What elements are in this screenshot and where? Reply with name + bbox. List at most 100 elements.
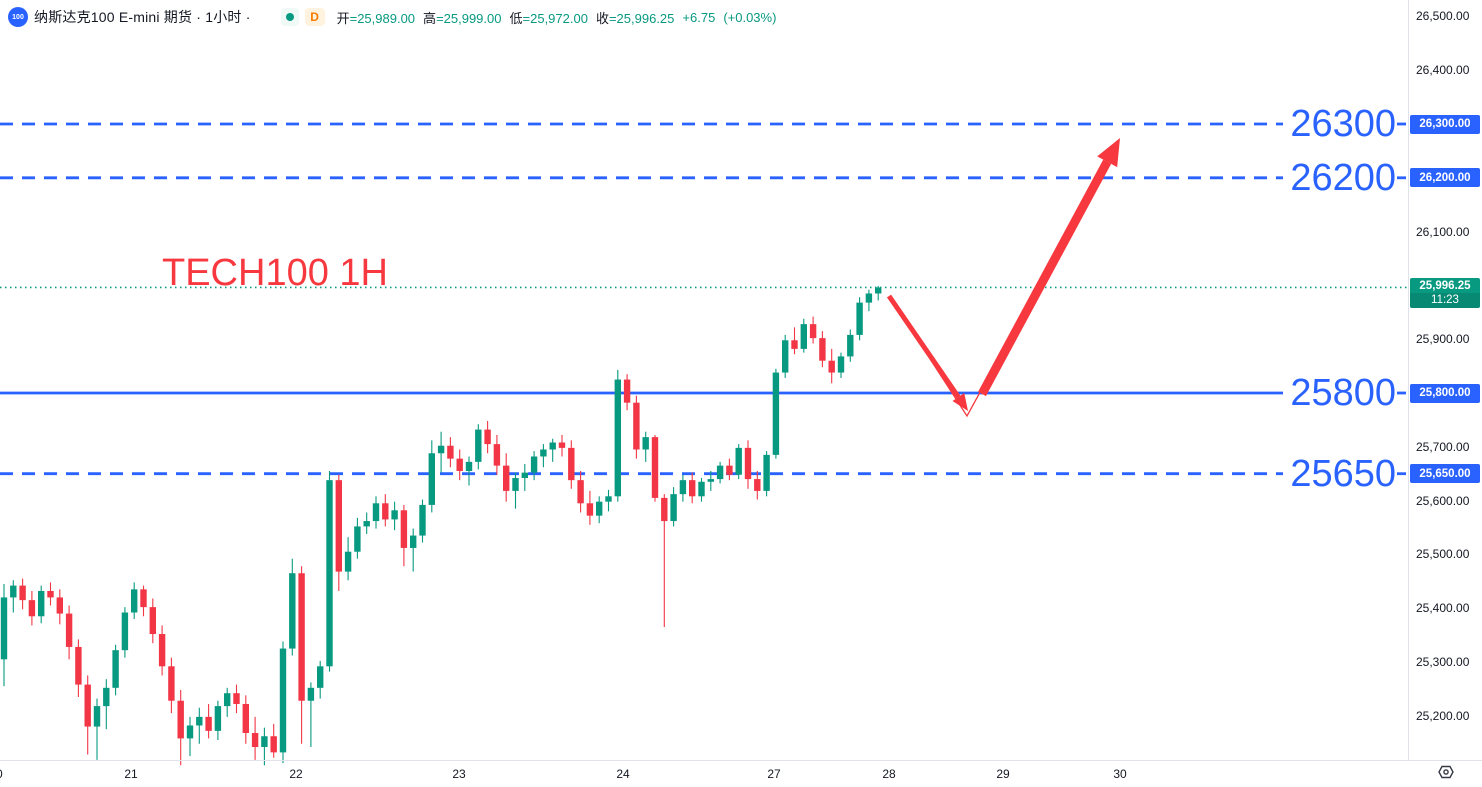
- candle-body: [177, 700, 184, 739]
- candle-body: [512, 478, 519, 491]
- candle-body: [437, 445, 445, 454]
- candle-body: [131, 589, 138, 613]
- candle-body: [744, 447, 752, 480]
- candle-body: [503, 465, 510, 491]
- candle-body: [419, 504, 426, 536]
- candle-body: [270, 736, 277, 753]
- close-label: 收: [595, 10, 609, 26]
- candle-body: [326, 480, 333, 667]
- price-tick-26400: 26,400.00: [1416, 63, 1470, 78]
- low-value: =25,972.00: [522, 10, 588, 26]
- candle-body: [354, 526, 361, 552]
- price-tick-26500: 26,500.00: [1416, 9, 1470, 24]
- candle-body: [856, 302, 863, 335]
- candle-body: [196, 716, 203, 726]
- level-axis-badge-25650: 25,650.00: [1410, 464, 1480, 484]
- candle-body: [75, 646, 82, 685]
- delayed-data-badge[interactable]: D: [304, 8, 325, 26]
- price-tick-25300: 25,300.00: [1416, 655, 1470, 669]
- candle-body: [158, 634, 166, 667]
- candle-body: [447, 445, 454, 459]
- candle-body: [716, 465, 724, 480]
- level-label-26300[interactable]: 26300: [1290, 103, 1396, 145]
- candle-body: [149, 607, 156, 635]
- candle-body: [530, 456, 538, 473]
- high-value: =25,999.00: [436, 10, 502, 26]
- candle-body: [819, 338, 826, 361]
- candle-body: [865, 293, 873, 303]
- candle-body: [168, 666, 175, 701]
- low-label: 低: [509, 10, 523, 26]
- candle-body: [782, 340, 789, 373]
- candle-body: [549, 442, 556, 450]
- forecast-arrows[interactable]: [886, 138, 1120, 418]
- candle-body: [0, 597, 8, 660]
- price-axis[interactable]: 26,500.00 26,400.00 26,100.00 25,900.00 25,7…: [1408, 0, 1482, 760]
- candle-body: [670, 494, 677, 522]
- down-arrow-shaft[interactable]: [886, 294, 961, 399]
- candle-body: [391, 510, 398, 520]
- candle-body: [261, 736, 268, 748]
- candle-body: [112, 650, 119, 688]
- candle-body: [242, 703, 249, 734]
- level-label-25800[interactable]: 25800: [1290, 372, 1396, 414]
- candle-body: [344, 551, 352, 572]
- price-scale-settings-icon[interactable]: [1437, 763, 1455, 781]
- candle-body: [735, 447, 742, 475]
- level-axis-badge-26300: 26,300.00: [1410, 114, 1480, 134]
- candle-body: [763, 454, 770, 491]
- annotation-text-tech100[interactable]: TECH100 1H: [162, 252, 388, 294]
- candle-body: [847, 334, 854, 357]
- candle-body: [186, 725, 194, 739]
- candle-body: [28, 600, 36, 617]
- candle-body: [558, 442, 566, 448]
- ohlc-readout: 开=25,989.00 高=25,999.00 低=25,972.00 收=25…: [337, 8, 777, 27]
- candle-body: [596, 501, 603, 516]
- candle-body: [614, 379, 621, 497]
- candle-body: [651, 437, 659, 498]
- candle-body: [428, 453, 435, 505]
- candle-body: [121, 612, 129, 651]
- candle-body: [484, 429, 491, 445]
- candle-body: [623, 379, 631, 403]
- level-axis-badge-26200: 26,200.00: [1410, 168, 1480, 188]
- level-label-25650[interactable]: 25650: [1290, 452, 1396, 495]
- candle-body: [298, 573, 305, 701]
- price-tick-25900: 25,900.00: [1416, 332, 1470, 347]
- level-label-26200[interactable]: 26200: [1290, 156, 1396, 199]
- candle-body: [707, 479, 714, 482]
- change-percent: (+0.03%): [723, 9, 777, 25]
- key-level-lines[interactable]: [0, 122, 1406, 476]
- candle-body: [791, 340, 798, 349]
- symbol-logo-icon[interactable]: 100: [8, 7, 28, 27]
- time-tick-22: 22: [289, 767, 303, 781]
- symbol-title[interactable]: 纳斯达克100 E-mini 期货 · 1小时 ·: [34, 9, 251, 25]
- level-axis-badge-25800: 25,800.00: [1410, 383, 1480, 403]
- up-arrow-shaft[interactable]: [978, 159, 1112, 397]
- candle-body: [38, 590, 45, 617]
- candle-body: [475, 429, 482, 462]
- time-tick-20: 20: [0, 767, 3, 781]
- candle-body: [772, 372, 780, 455]
- candle-body: [363, 521, 370, 527]
- candle-body: [456, 458, 463, 472]
- time-tick-30: 30: [1113, 767, 1127, 781]
- candle-body: [875, 287, 882, 294]
- candle-body: [251, 733, 259, 748]
- candle-body: [661, 497, 668, 522]
- price-tick-25200: 25,200.00: [1416, 708, 1470, 723]
- price-tick-25400: 25,400.00: [1416, 601, 1470, 616]
- candle-body: [140, 589, 147, 608]
- candle-body: [103, 687, 110, 707]
- candle-body: [605, 496, 612, 502]
- candle-body: [465, 461, 473, 472]
- candle-body: [521, 472, 528, 479]
- candle-body: [10, 585, 17, 598]
- candle-body: [233, 693, 240, 704]
- time-axis[interactable]: 20 21 22 23 24 27 28 29 30: [0, 760, 1482, 787]
- candle-body: [679, 480, 687, 495]
- candles: [0, 285, 882, 766]
- candle-body: [335, 480, 342, 572]
- candle-body: [307, 687, 315, 701]
